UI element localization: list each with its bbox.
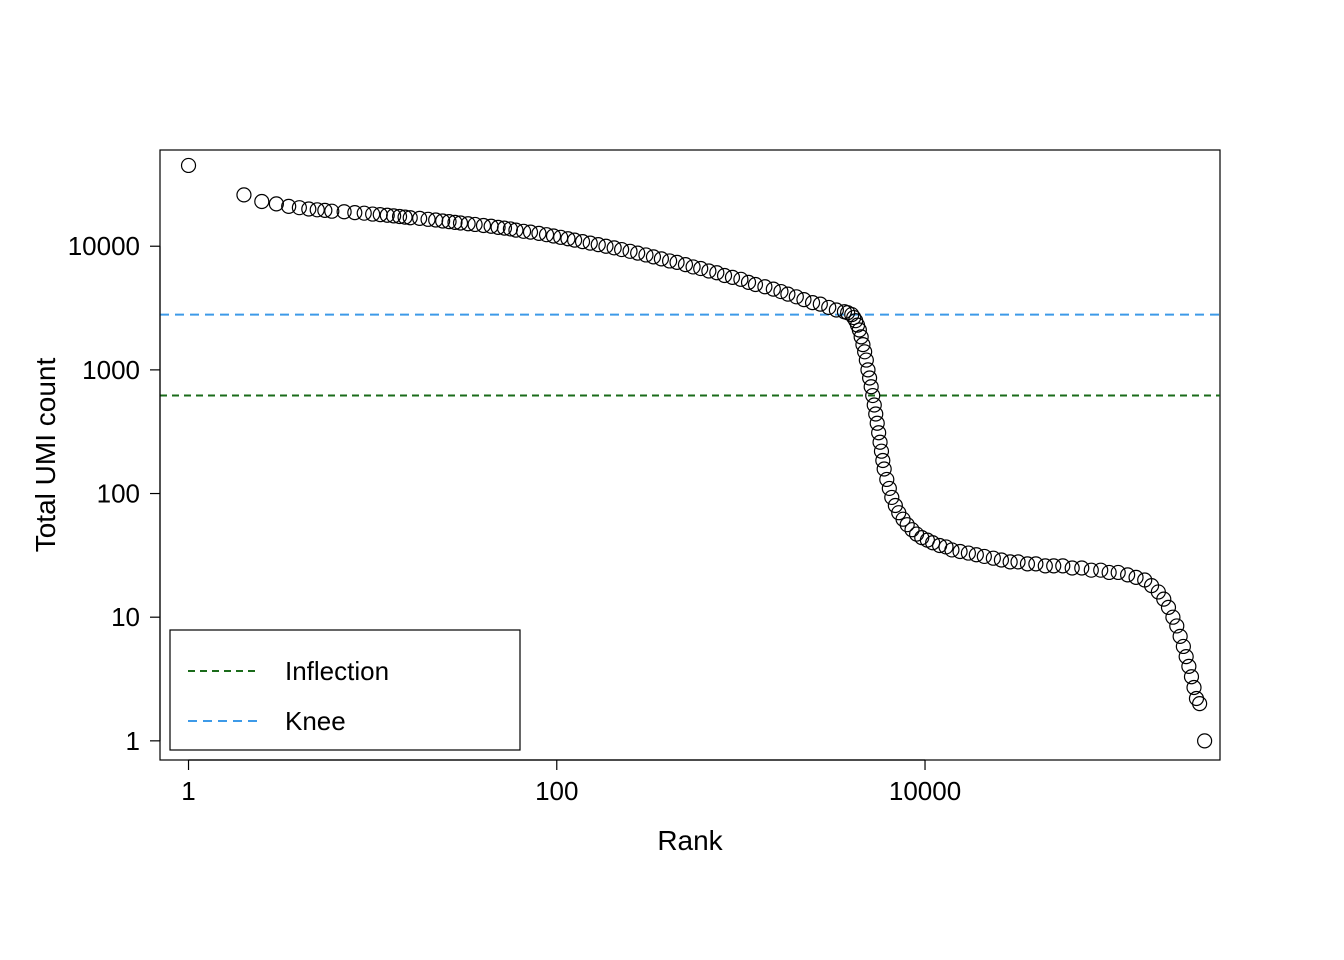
- legend-label: Knee: [285, 706, 346, 736]
- x-tick-label: 10000: [889, 776, 961, 806]
- y-axis-label: Total UMI count: [30, 358, 61, 553]
- x-tick-label: 100: [535, 776, 578, 806]
- x-tick-label: 1: [181, 776, 195, 806]
- y-tick-label: 1: [126, 726, 140, 756]
- y-tick-label: 10000: [68, 231, 140, 261]
- legend-label: Inflection: [285, 656, 389, 686]
- x-axis-label: Rank: [657, 825, 723, 856]
- y-tick-label: 100: [97, 479, 140, 509]
- chart-container: 1 100 10000 Rank 1 10 100 1000 10000 Total UMI co…: [0, 0, 1344, 960]
- barcode-rank-plot: 1 100 10000 Rank 1 10 100 1000 10000 Total UMI co…: [0, 0, 1344, 960]
- y-tick-label: 10: [111, 602, 140, 632]
- y-tick-label: 1000: [82, 355, 140, 385]
